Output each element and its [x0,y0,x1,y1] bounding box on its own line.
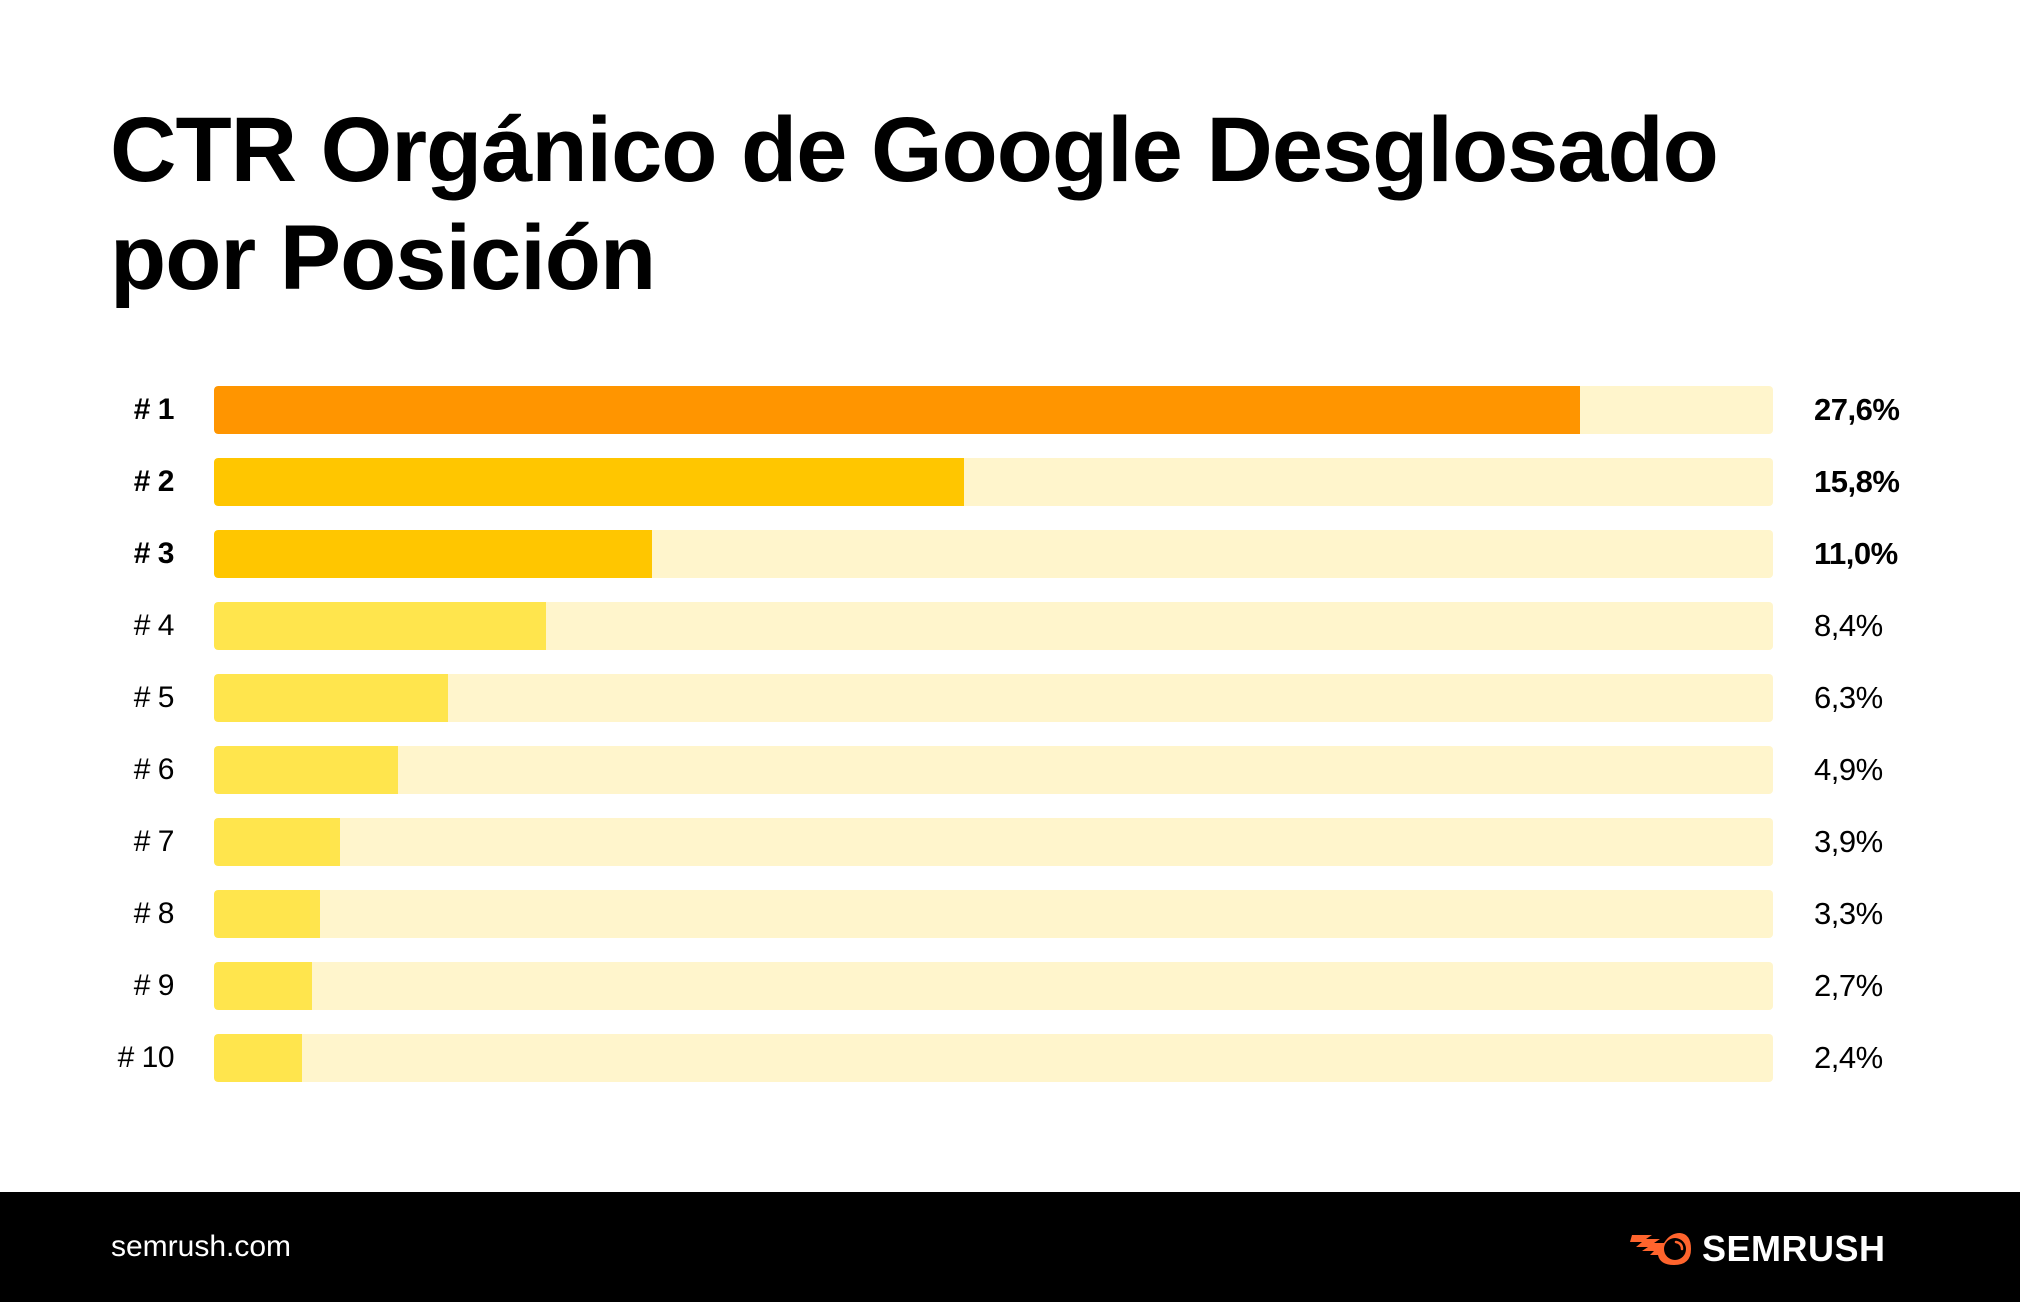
bar-row: # 8 3,3% [0,890,2020,938]
semrush-fireball-icon [1630,1229,1692,1269]
ctr-value: 15,8% [1814,464,1900,499]
position-label: # 4 [133,609,175,642]
semrush-brand-text: SEMRUSH [1702,1228,1886,1269]
bar-track [214,818,1773,866]
position-label: # 9 [133,969,175,1002]
bar-fill [214,746,398,794]
bar-row: # 6 4,9% [0,746,2020,794]
bar-row: # 2 15,8% [0,458,2020,506]
chart-title-line-1: CTR Orgánico de Google Desglosado [110,99,1719,201]
position-label: # 8 [133,897,175,930]
bar-track [214,386,1773,434]
position-label: # 10 [117,1041,175,1074]
chart-title: CTR Orgánico de Google Desglosado por Po… [110,96,1910,312]
position-label: # 5 [133,681,175,714]
bar-track [214,674,1773,722]
bar-fill [214,386,1580,434]
bar-row: # 4 8,4% [0,602,2020,650]
ctr-value: 8,4% [1814,608,1883,643]
bar-fill [214,1034,302,1082]
bar-row: # 9 2,7% [0,962,2020,1010]
bar-row: # 3 11,0% [0,530,2020,578]
ctr-value: 27,6% [1814,392,1900,427]
bar-track [214,530,1773,578]
bar-fill [214,602,546,650]
bar-fill [214,530,652,578]
position-label: # 2 [133,465,175,498]
position-label: # 7 [133,825,175,858]
bar-track [214,746,1773,794]
footer-url: semrush.com [111,1230,292,1263]
bar-track [214,458,1773,506]
position-label: # 1 [133,393,175,426]
bar-fill [214,890,320,938]
bar-track [214,890,1773,938]
ctr-value: 6,3% [1814,680,1883,715]
position-label: # 3 [133,537,175,570]
bar-fill [214,458,964,506]
bar-track [214,962,1773,1010]
ctr-value: 4,9% [1814,752,1883,787]
bar-row: # 1 27,6% [0,386,2020,434]
bar-row: # 5 6,3% [0,674,2020,722]
bar-track [214,1034,1773,1082]
bar-row: # 10 2,4% [0,1034,2020,1082]
chart-title-line-2: por Posición [110,207,656,309]
ctr-value: 2,7% [1814,968,1883,1003]
ctr-value: 3,9% [1814,824,1883,859]
semrush-logo: SEMRUSH [1630,1228,1886,1270]
ctr-value: 2,4% [1814,1040,1883,1075]
bar-fill [214,818,340,866]
bar-fill [214,962,312,1010]
position-label: # 6 [133,753,175,786]
ctr-value: 11,0% [1814,536,1898,571]
bar-row: # 7 3,9% [0,818,2020,866]
ctr-value: 3,3% [1814,896,1883,931]
bar-track [214,602,1773,650]
bar-fill [214,674,448,722]
